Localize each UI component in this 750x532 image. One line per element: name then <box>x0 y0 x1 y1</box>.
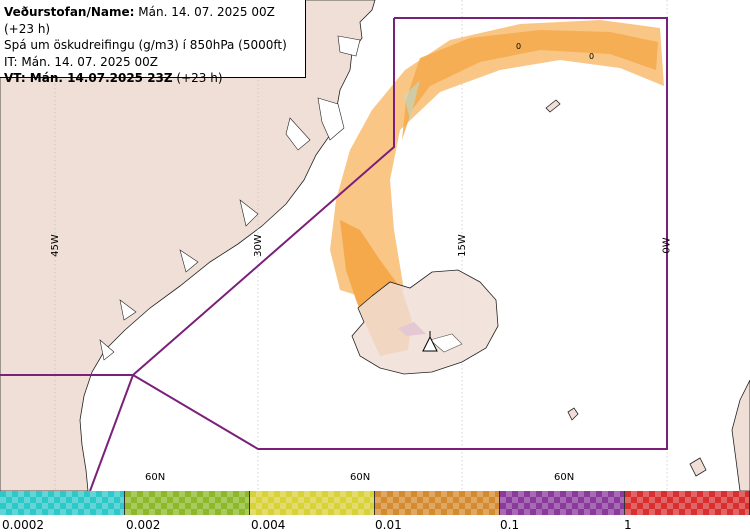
lat-label-60n-c: 60N <box>554 472 575 483</box>
concentration-legend: 0.0002 0.002 0.004 0.01 0.1 1 <box>0 491 750 532</box>
volcano-icon <box>422 331 438 352</box>
legend-tick: 0.01 <box>375 518 402 532</box>
header-line-4: VT: Mán. 14.07.2025 23Z (+23 h) <box>4 71 223 85</box>
forecast-info-box: Veðurstofan/Name: Mán. 14. 07. 2025 00Z … <box>0 0 306 85</box>
legend-tick: 0.004 <box>251 518 286 532</box>
lon-label-30w: 30W <box>252 234 264 257</box>
norway-land <box>731 379 750 491</box>
lon-label-45w: 45W <box>49 234 61 257</box>
plume-marker-a: 0 <box>516 42 522 51</box>
legend-swatch <box>125 491 250 515</box>
legend-tick: 1 <box>624 518 632 532</box>
lon-label-0w: 0W <box>661 237 673 254</box>
lat-label-60n-a: 60N <box>145 472 166 483</box>
legend-tick: 0.1 <box>500 518 520 532</box>
lon-label-15w: 15W <box>456 234 468 257</box>
header-line-1: Veðurstofan/Name: Mán. 14. 07. 2025 00Z … <box>4 5 275 36</box>
legend-swatch <box>250 491 375 515</box>
map-svg <box>0 0 750 491</box>
legend-tick: 0.002 <box>126 518 161 532</box>
header-line-2: Spá um öskudreifingu (g/m3) í 850hPa (50… <box>4 38 287 52</box>
legend-swatch <box>625 491 750 515</box>
legend-swatch <box>0 491 125 515</box>
boundary-lines <box>0 17 668 491</box>
legend-swatch <box>375 491 500 515</box>
plume-marker-b: 0 <box>589 52 595 61</box>
lat-label-60n-b: 60N <box>350 472 371 483</box>
header-line-3: IT: Mán. 14. 07. 2025 00Z <box>4 54 158 69</box>
legend-swatch <box>500 491 625 515</box>
faroe-land <box>567 407 579 421</box>
legend-bar <box>0 491 750 515</box>
iceland-land <box>351 269 499 375</box>
jan-mayen-land <box>545 99 561 113</box>
legend-tick: 0.0002 <box>2 518 44 532</box>
